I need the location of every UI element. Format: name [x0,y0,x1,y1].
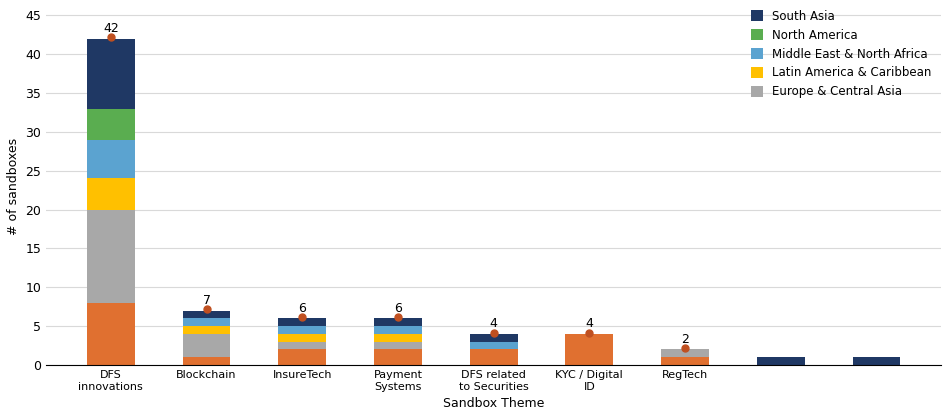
Bar [565,334,613,365]
Text: 6: 6 [299,301,306,314]
Bar [87,210,135,303]
Bar [279,319,326,326]
Bar [183,319,230,326]
Text: 4: 4 [586,317,593,330]
Bar [87,140,135,178]
Y-axis label: # of sandboxes: # of sandboxes [7,138,20,235]
Bar [757,357,805,365]
Bar [661,349,709,357]
Bar [661,357,709,365]
Bar [279,349,326,365]
Bar [469,349,518,365]
Text: 4: 4 [490,317,498,330]
Bar [374,319,422,326]
Bar [469,342,518,349]
X-axis label: Sandbox Theme: Sandbox Theme [443,397,544,410]
Bar [852,357,901,365]
Bar [374,334,422,342]
Bar [183,326,230,334]
Bar [279,342,326,349]
Bar [183,334,230,357]
Bar [279,326,326,334]
Text: 42: 42 [103,22,118,35]
Bar [469,334,518,342]
Text: 7: 7 [203,294,210,307]
Bar [374,342,422,349]
Text: 6: 6 [394,301,402,314]
Bar [183,357,230,365]
Text: 2: 2 [681,333,689,346]
Bar [374,349,422,365]
Bar [87,108,135,140]
Bar [87,38,135,108]
Bar [87,178,135,210]
Bar [374,326,422,334]
Legend: South Asia, North America, Middle East & North Africa, Latin America & Caribbean: South Asia, North America, Middle East &… [747,6,935,102]
Bar [183,311,230,319]
Bar [87,303,135,365]
Bar [279,334,326,342]
